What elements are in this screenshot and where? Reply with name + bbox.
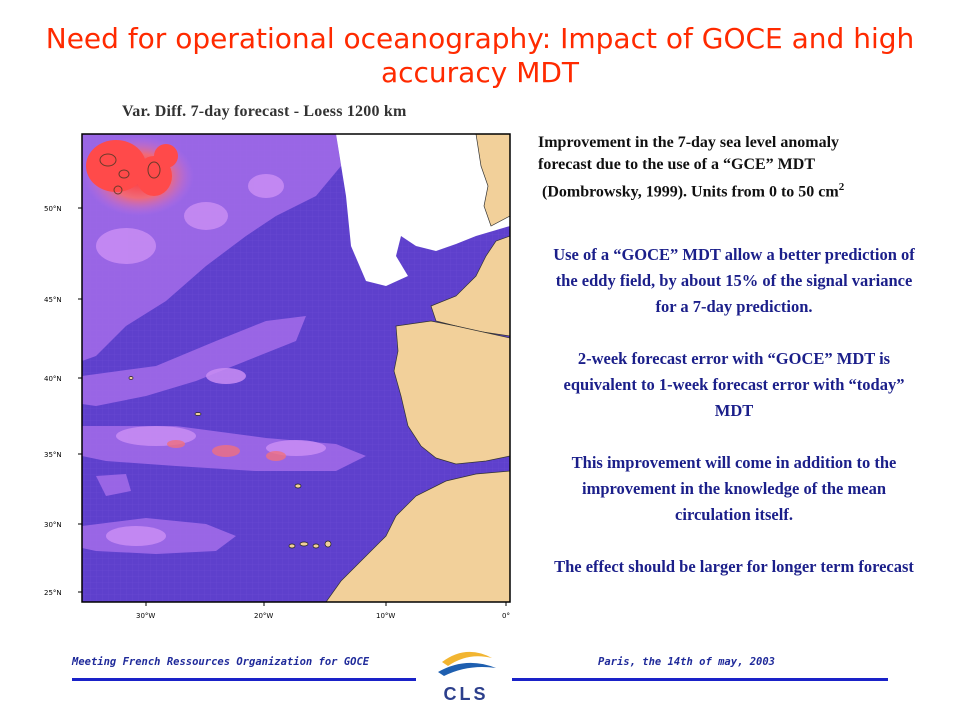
footer-date: Paris, the 14th of may, 2003 [598,656,776,668]
lat-label: 25°N [44,589,62,597]
land [325,133,511,603]
footer-meeting: Meeting French Ressources Organization f… [72,656,370,668]
map-frame [81,133,511,603]
lat-label: 40°N [44,375,62,383]
map-caption: Improvement in the 7-day sea level anoma… [538,132,948,203]
map-title: Var. Diff. 7-day forecast - Loess 1200 k… [122,103,407,120]
cls-logo: CLS [428,642,504,712]
footer-rule-left [72,678,416,681]
lat-label: 30°N [44,521,62,529]
logo-text: CLS [444,684,489,704]
slide-title: Need for operational oceanography: Impac… [45,22,915,89]
caption-line: forecast due to the use of a “GCE” MDT [538,156,816,173]
lat-label: 45°N [44,296,62,304]
lon-label: 30°W [136,612,155,620]
map-figure: 50°N 45°N 40°N 35°N 30°N 25°N 30°W 20°W … [44,133,511,620]
body-text: Use of a “GOCE” MDT allow a better predi… [548,242,920,606]
paragraph: This improvement will come in addition t… [571,453,897,524]
paragraph: The effect should be larger for longer t… [554,557,914,576]
forecast-map: 50°N 45°N 40°N 35°N 30°N 25°N 30°W 20°W … [36,126,522,626]
footer-rule-right [512,678,888,681]
lon-label: 0° [502,612,510,620]
lat-label: 50°N [44,205,62,213]
lon-label: 10°W [376,612,395,620]
paragraph: 2-week forecast error with “GOCE” MDT is… [563,349,905,420]
caption-line: (Dombrowsky, 1999). Units from 0 to 50 c… [538,176,948,203]
lat-label: 35°N [44,451,62,459]
lon-label: 20°W [254,612,273,620]
caption-superscript: 2 [838,181,845,193]
caption-line: Improvement in the 7-day sea level anoma… [538,134,840,151]
paragraph: Use of a “GOCE” MDT allow a better predi… [553,245,915,316]
caption-line-text: (Dombrowsky, 1999). Units from 0 to 50 c… [542,183,839,201]
